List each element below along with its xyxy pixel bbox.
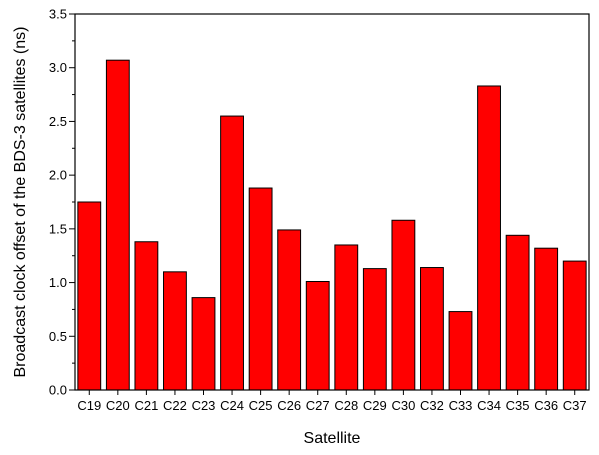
bar-c37 xyxy=(562,260,587,391)
y-axis-ticks: 0.0 0.5 1.0 1.5 2.0 2.5 3.0 3.5 xyxy=(49,7,75,398)
y-axis-title: Broadcast clock offset of the BDS-3 sate… xyxy=(12,27,29,378)
x-tick-label-c20: C20 xyxy=(106,398,130,413)
x-tick-label-c32: C32 xyxy=(420,398,444,413)
bars-layer xyxy=(77,59,587,391)
bar-c34 xyxy=(477,85,501,391)
x-tick-label-c23: C23 xyxy=(192,398,216,413)
bar-c20 xyxy=(105,59,130,391)
x-tick-label-c35: C35 xyxy=(506,398,530,413)
bar-c26 xyxy=(277,229,302,391)
y-tick-label: 0.0 xyxy=(49,383,67,398)
bar-c19 xyxy=(77,201,102,391)
x-axis-title: Satellite xyxy=(304,430,361,447)
x-tick-label-c34: C34 xyxy=(477,398,501,413)
x-tick-label-c21: C21 xyxy=(134,398,158,413)
y-tick-label: 1.5 xyxy=(49,221,67,236)
x-axis-ticks: C19 C20 C21 C22 C23 C24 C25 C26 C27 C28 C29 C30 C32 C… xyxy=(77,390,587,413)
x-tick-label-c27: C27 xyxy=(306,398,330,413)
y-tick-label: 3.5 xyxy=(49,7,67,22)
x-tick-label-c36: C36 xyxy=(534,398,558,413)
x-tick-label-c24: C24 xyxy=(220,398,244,413)
x-tick-label-c25: C25 xyxy=(249,398,273,413)
x-tick-label-c37: C37 xyxy=(563,398,587,413)
x-tick-label-c26: C26 xyxy=(277,398,301,413)
bar-c29 xyxy=(362,268,387,391)
bar-c24 xyxy=(220,115,244,391)
bar-c21 xyxy=(134,241,159,391)
x-tick-label-c28: C28 xyxy=(334,398,358,413)
plot-frame xyxy=(74,13,590,391)
y-tick-label: 0.5 xyxy=(49,329,67,344)
x-tick-label-c30: C30 xyxy=(391,398,415,413)
bar-c32 xyxy=(420,267,444,391)
bar-c33 xyxy=(448,311,473,391)
x-tick-label-c19: C19 xyxy=(77,398,101,413)
x-tick-label-c29: C29 xyxy=(363,398,387,413)
bar-c35 xyxy=(505,234,530,391)
bar-c36 xyxy=(534,247,559,391)
bar-c27 xyxy=(305,281,330,391)
bar-c30 xyxy=(391,219,416,391)
y-tick-label: 3.0 xyxy=(49,60,67,75)
y-tick-label: 1.0 xyxy=(49,275,67,290)
bar-c22 xyxy=(163,271,187,391)
bar-c25 xyxy=(248,187,273,391)
y-tick-label: 2.5 xyxy=(49,114,67,129)
x-tick-label-c22: C22 xyxy=(163,398,187,413)
y-tick-label: 2.0 xyxy=(49,168,67,183)
bar-c28 xyxy=(334,244,359,391)
x-tick-label-c33: C33 xyxy=(449,398,473,413)
bar-c23 xyxy=(191,297,216,391)
